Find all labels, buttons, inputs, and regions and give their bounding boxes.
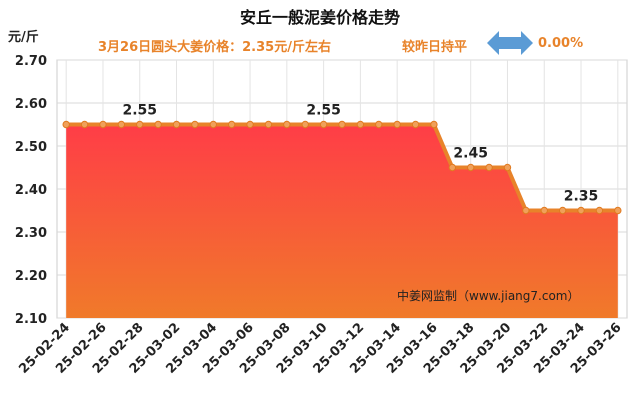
data-point [154,120,162,129]
data-point [577,206,585,215]
y-tick-label: 2.10 [15,312,47,327]
data-point [136,120,144,129]
data-point [356,120,365,129]
data-point [558,206,567,215]
data-point [393,120,401,129]
data-point [99,120,107,129]
data-point [80,120,89,129]
change-percent: 0.00% [538,36,584,51]
y-tick-label: 2.40 [15,183,47,198]
data-point [540,206,548,215]
data-point [62,120,70,129]
data-point [117,120,126,129]
data-point [264,120,273,129]
y-tick-label: 2.20 [15,269,47,284]
price-area [66,124,618,318]
data-point [375,120,383,129]
compare-text: 较昨日持平 [402,40,468,55]
data-point [485,163,493,172]
data-point [227,120,236,129]
data-label: 2.55 [306,103,341,119]
y-tick-label: 2.70 [15,54,47,69]
y-tick-label: 2.60 [15,97,47,112]
data-label: 2.45 [453,146,488,162]
y-tick-label: 2.50 [15,140,47,155]
data-point [172,120,181,129]
price-summary: 3月26日圆头大姜价格：2.35元/斤左右 [98,40,331,55]
data-point [614,206,622,215]
data-point [448,163,457,172]
data-point [411,120,420,129]
data-point [283,120,291,129]
data-point [467,163,475,172]
data-point [503,163,512,172]
data-point [191,120,199,129]
data-point [301,120,309,129]
data-point [319,120,328,129]
chart-title: 安丘一般泥姜价格走势 [239,8,400,27]
double-arrow-icon [487,31,533,55]
data-point [595,206,604,215]
data-point [522,206,530,215]
data-point [246,120,254,129]
data-point [338,120,346,129]
watermark-text: 中姜网监制（www.jiang7.com） [397,288,579,303]
data-point [430,120,438,129]
data-point [209,120,217,129]
data-label: 2.55 [122,103,157,119]
data-label: 2.35 [564,189,599,205]
y-axis-unit: 元/斤 [8,30,39,45]
y-tick-label: 2.30 [15,226,47,241]
